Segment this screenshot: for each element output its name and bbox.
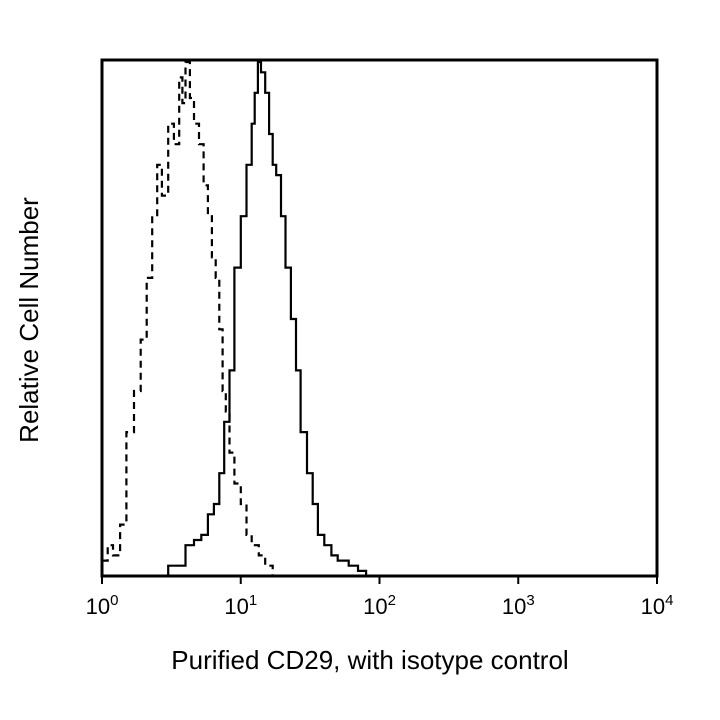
y-axis-label: Relative Cell Number <box>14 197 44 443</box>
x-tick-label: 103 <box>502 592 535 619</box>
x-tick-label: 101 <box>224 592 257 619</box>
plot-frame <box>100 58 659 578</box>
x-tick-label: 102 <box>363 592 396 619</box>
x-axis-ticks: 100 101 102 103 104 <box>86 576 674 619</box>
series-layer <box>102 60 380 578</box>
cd29-histogram <box>102 60 380 578</box>
isotype-control-histogram <box>102 60 274 576</box>
x-axis-label: Purified CD29, with isotype control <box>171 645 568 675</box>
x-tick-label: 100 <box>86 592 119 619</box>
x-tick-label: 104 <box>641 592 674 619</box>
